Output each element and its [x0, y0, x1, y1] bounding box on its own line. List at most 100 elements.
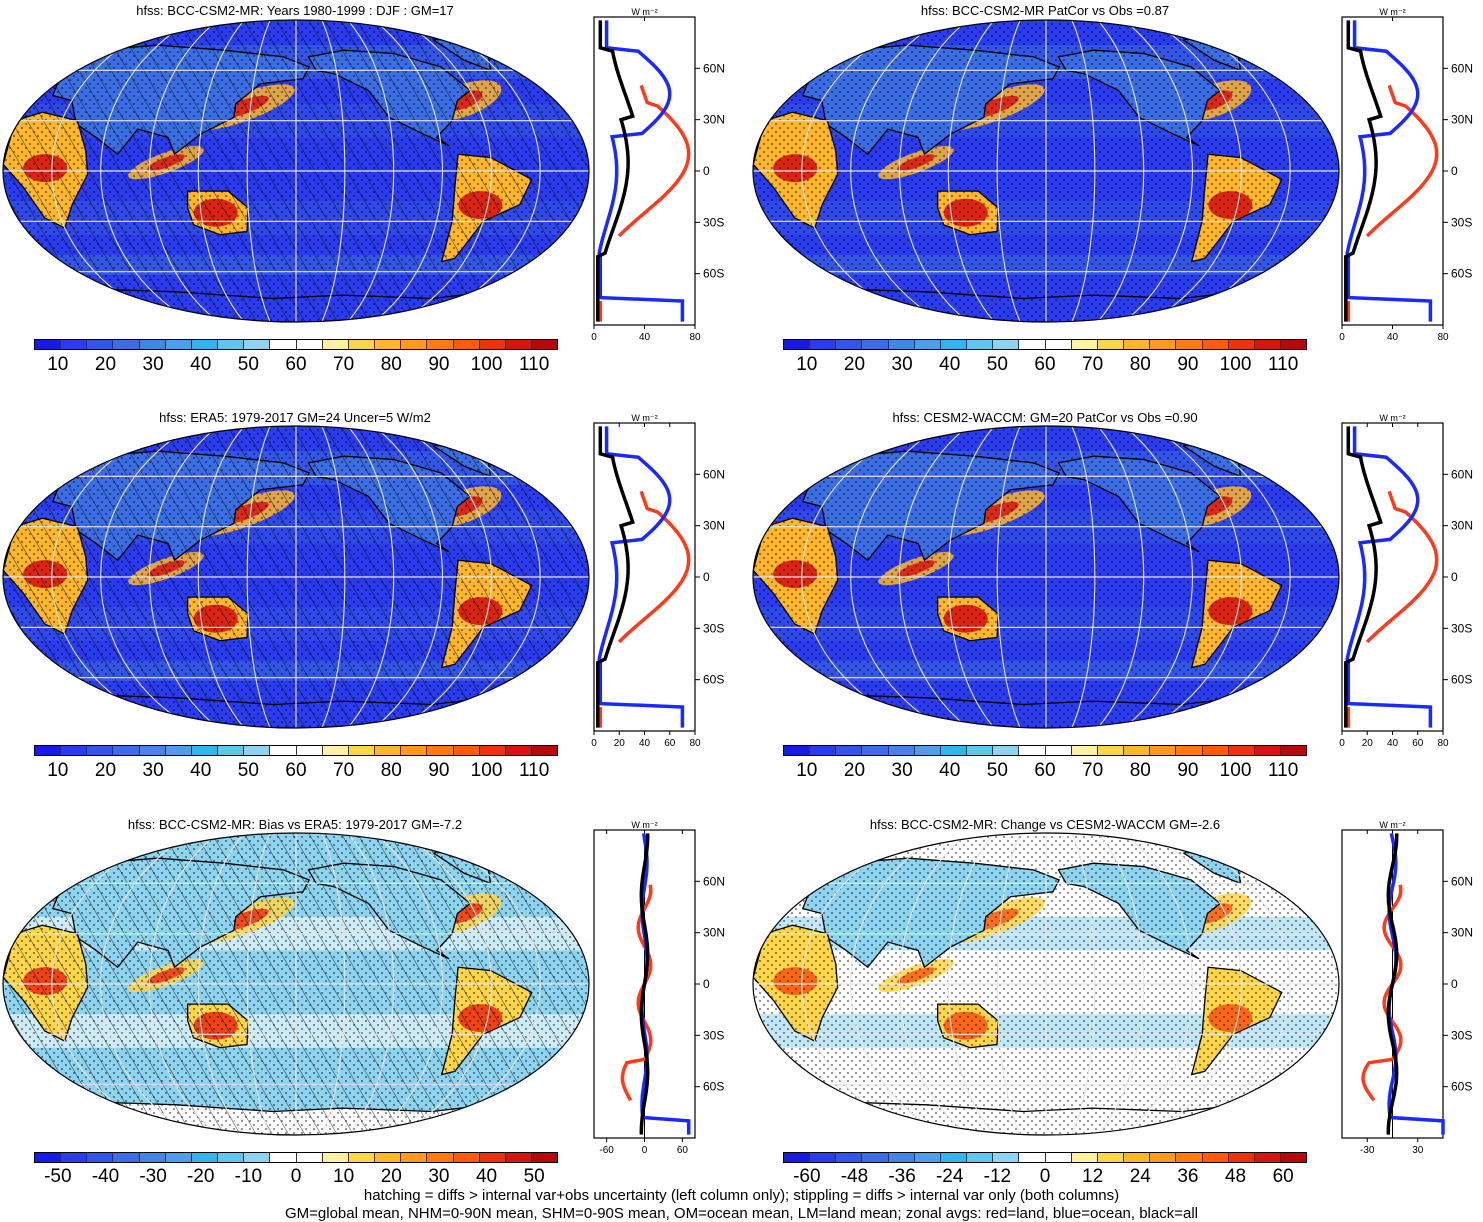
- colorbar-tick-label: 100: [470, 354, 503, 375]
- colorbar-swatch: [453, 340, 480, 349]
- lat-label: 30S: [1451, 621, 1472, 635]
- lat-label: 60S: [1451, 1080, 1472, 1094]
- colorbar-tick-label: 20: [94, 354, 117, 375]
- lat-label: 30N: [1451, 926, 1473, 940]
- colorbar-tick-label: 0: [1039, 1166, 1051, 1187]
- colorbar-swatch: [453, 746, 480, 755]
- graticule-lon: [996, 20, 1021, 322]
- colorbar-tick-label: 0: [290, 1166, 302, 1187]
- panel-title-1: hfss: BCC-CSM2-MR: Years 1980-1999 : DJF…: [136, 3, 454, 18]
- colorbar-swatch: [375, 746, 402, 755]
- colorbar-tick-label: 70: [333, 354, 355, 375]
- colorbar-tick-label: -60: [793, 1166, 821, 1187]
- colorbar-swatch: [87, 340, 114, 349]
- colorbar-swatch: [35, 340, 62, 349]
- zonal-line-ocean: [597, 426, 685, 728]
- colorbar-swatch: [244, 746, 271, 755]
- colorbar-swatch: [244, 1153, 271, 1162]
- colorbar-tick-label: 110: [519, 760, 550, 781]
- colorbar-tick-label: -24: [935, 1166, 964, 1187]
- colorbar-3: [34, 745, 558, 756]
- graticule-lon: [347, 20, 395, 322]
- value-tick-label: 0: [591, 332, 597, 343]
- colorbar-swatch: [1228, 340, 1255, 349]
- zonal-line-all: [1386, 833, 1399, 1135]
- colorbar-tick-label: 60: [285, 354, 307, 375]
- colorbar-tick-label: 110: [1268, 760, 1299, 781]
- graticule-lon: [347, 426, 395, 728]
- colorbar-swatch: [888, 340, 915, 349]
- lat-label: 0: [703, 570, 710, 584]
- colorbar-swatch: [531, 1153, 558, 1162]
- map-border: [2, 19, 590, 323]
- colorbar-tick-label: 90: [428, 354, 450, 375]
- colorbar-swatch: [427, 746, 454, 755]
- lat-label: 30S: [1451, 1028, 1472, 1042]
- graticule-lon: [801, 426, 918, 728]
- value-tick-label: 0: [591, 738, 597, 749]
- graticule-lon: [1123, 20, 1194, 322]
- lat-label: 60S: [703, 267, 724, 281]
- graticule-lon: [1149, 426, 1242, 728]
- colorbar-tick-label: 60: [285, 760, 307, 781]
- lat-label: 0: [703, 977, 710, 991]
- graticule-lon: [1149, 833, 1242, 1135]
- map-panel-1: [2, 19, 590, 323]
- colorbar-labels-1: 10 20 30 40 50 60 70 80 90 100 110: [34, 354, 558, 376]
- colorbar-tick-label: 60: [1034, 354, 1056, 375]
- colorbar-swatch: [191, 1153, 219, 1162]
- value-tick-label: 30: [1412, 1145, 1424, 1156]
- lat-label: 0: [1451, 977, 1458, 991]
- graticule-lon: [51, 833, 168, 1135]
- colorbar-swatch: [375, 340, 402, 349]
- colorbar-swatch: [165, 1153, 192, 1162]
- colorbar-tick-label: -30: [139, 1166, 167, 1187]
- colorbar-tick-label: 20: [94, 760, 117, 781]
- graticule-lon: [1149, 20, 1242, 322]
- colorbar-tick-label: 110: [519, 354, 550, 375]
- colorbar-tick-label: 30: [891, 760, 913, 781]
- colorbar-tick-label: 30: [891, 354, 913, 375]
- colorbar-swatch: [1045, 746, 1072, 755]
- colorbar-tick-label: -40: [91, 1166, 120, 1187]
- colorbar-swatch: [87, 746, 114, 755]
- graticule-lon: [850, 833, 943, 1135]
- lat-label: 60N: [703, 467, 725, 481]
- value-tick-label: 40: [639, 332, 651, 343]
- zonal-line-all: [596, 426, 635, 728]
- colorbar-swatch: [479, 746, 506, 755]
- colorbar-swatch: [479, 1153, 506, 1162]
- colorbar-swatch: [165, 746, 192, 755]
- colorbar-tick-label: 50: [986, 760, 1008, 781]
- colorbar-swatch: [61, 340, 88, 349]
- zonal-units: W m⁻²: [631, 413, 657, 423]
- colorbar-tick-label: 12: [1082, 1166, 1104, 1187]
- graticule-lon: [1123, 833, 1194, 1135]
- colorbar-swatch: [914, 1153, 941, 1162]
- lat-label: 60S: [1451, 673, 1472, 687]
- lat-label: 30S: [703, 1028, 724, 1042]
- colorbar-swatch: [888, 1153, 915, 1162]
- lat-label: 30S: [1451, 215, 1472, 229]
- zonal-profile-3: W m⁻² 60N 30N 0 30S 60S 0 20 40 60 80: [591, 413, 725, 749]
- colorbar-tick-label: 50: [523, 1166, 545, 1187]
- colorbar-swatch: [113, 746, 140, 755]
- value-tick-label: 60: [664, 738, 676, 749]
- colorbar-swatch: [1150, 1153, 1177, 1162]
- colorbar-tick-label: 20: [843, 760, 866, 781]
- graticule-lon: [321, 426, 346, 728]
- value-tick-label: 40: [1387, 738, 1399, 749]
- panel-title-3: hfss: ERA5: 1979-2017 GM=24 Uncer=5 W/m2: [159, 410, 431, 425]
- colorbar-tick-label: 90: [1177, 354, 1199, 375]
- value-tick-label: 80: [1437, 332, 1449, 343]
- colorbar-swatch: [322, 746, 349, 755]
- graticule-lon: [321, 20, 346, 322]
- colorbar-tick-label: -20: [186, 1166, 215, 1187]
- colorbar-labels-6: -60 -48 -36 -24 -12 0 12 24 36 48 60: [783, 1166, 1307, 1188]
- graticule-lon: [996, 426, 1021, 728]
- graticule-lon: [373, 426, 444, 728]
- colorbar-tick-label: 70: [1082, 354, 1104, 375]
- colorbar-swatch: [1254, 340, 1281, 349]
- colorbar-tick-label: 80: [1129, 760, 1151, 781]
- colorbar-tick-label: 60: [1034, 760, 1056, 781]
